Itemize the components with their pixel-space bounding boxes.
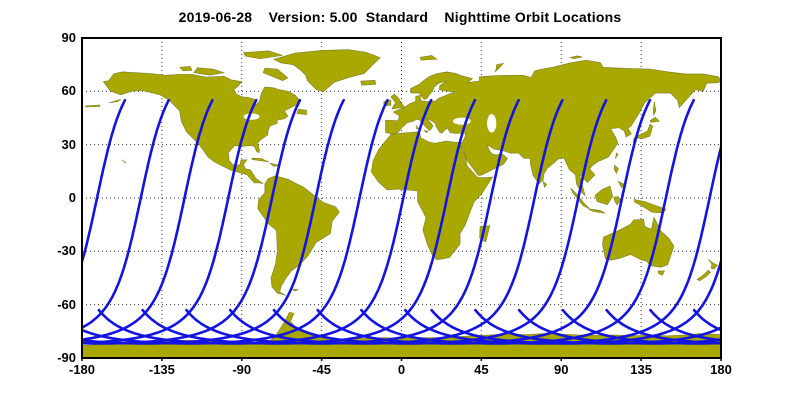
land-iceland [360,79,377,86]
y-tick-label-60: 60 [61,83,76,99]
land-new-zealand-south [696,269,712,282]
land-sardinia [416,124,419,130]
x-tick-label-45: 45 [474,362,489,377]
y-tick-label--30: -30 [57,243,76,259]
land-severnaya-zemlya [569,55,583,60]
land-south-america [257,175,340,296]
land-ellesmere-island [243,50,283,60]
land-australia [602,216,675,268]
land-greenland [272,49,381,93]
land-cuba [250,157,270,163]
land-falklands [291,288,299,292]
land-sri-lanka [542,180,548,188]
land-new-zealand-north [707,259,718,270]
land-hispaniola [269,162,280,167]
y-tick-label--60: -60 [57,296,76,312]
land-alaska-peninsula-islands [108,99,122,104]
x-tick-label-0: 0 [397,362,406,377]
land-newfoundland [296,108,307,116]
x-tick-label-90: 90 [554,362,569,377]
x-tick-label--45: -45 [312,362,332,377]
land-aleutians-west [85,104,101,108]
land-svalbard [419,55,438,61]
land-great-britain [390,93,405,110]
land-africa [370,131,494,261]
land-japan-hokkaido [649,116,661,123]
plot-title: 2019-06-28 Version: 5.00 Standard Nightt… [178,9,622,25]
land-taiwan [615,152,619,160]
land-sulawesi [613,196,622,206]
x-tick-label--90: -90 [232,362,252,377]
land-victoria-island [193,67,226,76]
land-luzon [613,164,619,175]
land-baffin-island [262,67,289,82]
x-tick-label--180: -180 [68,362,96,377]
land-borneo [594,185,614,206]
land-sicily [423,130,429,133]
orbit-track-3 [82,98,214,341]
orbit-track-1 [82,98,127,267]
x-tick-label--135: -135 [148,362,175,377]
land-sakhalin [652,101,657,117]
lake-great-lakes [243,113,260,120]
y-tick-label--90: -90 [57,350,76,365]
land-java [588,208,606,214]
land-tasmania [657,270,666,276]
orbit-track-2 [82,98,170,330]
land-hawaii [121,159,127,164]
x-tick-label-135: 135 [630,362,652,377]
y-tick-label-90: 90 [61,30,76,45]
land-novaya-zemlya [494,62,505,73]
y-tick-label-30: 30 [61,136,76,152]
lake-caspian-sea [487,114,497,133]
land-eurasia [385,59,721,197]
land-banks-island [178,66,193,72]
y-tick-label-0: 0 [68,190,76,205]
x-tick-label-180: 180 [710,362,732,377]
